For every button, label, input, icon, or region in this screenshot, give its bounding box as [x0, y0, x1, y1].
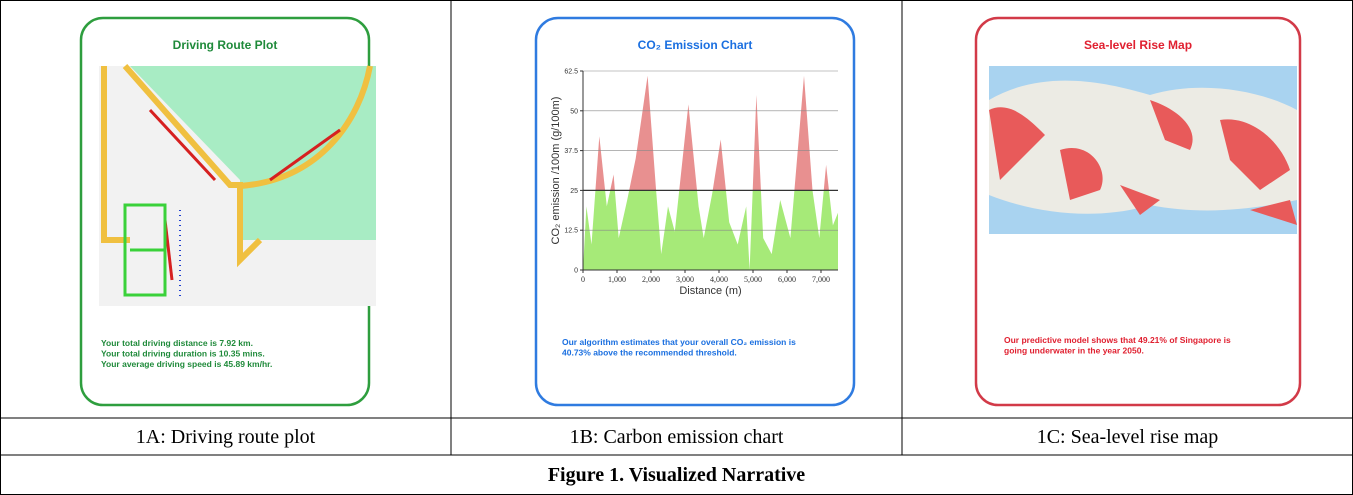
x-tick-label: 2,000: [642, 275, 660, 284]
panel-title: Driving Route Plot: [173, 38, 278, 52]
panel-text: 40.73% above the recommended threshold.: [562, 348, 737, 358]
x-tick-label: 3,000: [676, 275, 694, 284]
sea-level-map: [989, 66, 1297, 234]
y-tick-label: 12.5: [564, 228, 578, 235]
panel-text: Our algorithm estimates that your overal…: [562, 337, 796, 347]
y-tick-label: 37.5: [564, 148, 578, 155]
x-axis-label: Distance (m): [679, 285, 741, 297]
x-tick-label: 0: [581, 275, 585, 284]
panel-caption: 1A: Driving route plot: [136, 426, 316, 448]
y-tick-label: 62.5: [564, 69, 578, 76]
x-tick-label: 5,000: [744, 275, 762, 284]
panel-caption: 1C: Sea-level rise map: [1037, 426, 1219, 448]
panel-text: Your average driving speed is 45.89 km/h…: [101, 359, 272, 369]
x-tick-label: 6,000: [778, 275, 796, 284]
figure-caption: Figure 1. Visualized Narrative: [548, 464, 805, 486]
x-tick-label: 1,000: [608, 275, 626, 284]
y-tick-label: 25: [570, 188, 578, 195]
panel-text: Our predictive model shows that 49.21% o…: [1004, 335, 1231, 345]
panel-title: CO₂ Emission Chart: [638, 38, 753, 52]
y-tick-label: 0: [574, 268, 578, 275]
panel-caption: 1B: Carbon emission chart: [570, 426, 784, 448]
panel-title: Sea-level Rise Map: [1084, 38, 1192, 52]
route-map: [99, 66, 376, 306]
y-tick-label: 50: [570, 108, 578, 115]
x-tick-label: 7,000: [812, 275, 830, 284]
panel-text: Your total driving duration is 10.35 min…: [101, 349, 265, 359]
y-axis-label: CO₂ emission /100m (g/100m): [550, 97, 562, 245]
x-tick-label: 4,000: [710, 275, 728, 284]
panel-text: Your total driving distance is 7.92 km.: [101, 338, 253, 348]
panel-text: going underwater in the year 2050.: [1004, 346, 1144, 356]
figure: Driving Route Plot Your total driving dis…: [0, 0, 1353, 495]
